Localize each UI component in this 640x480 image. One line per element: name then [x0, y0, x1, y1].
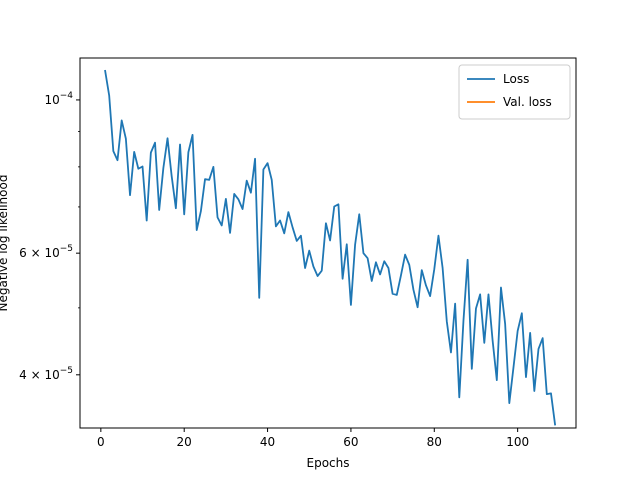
- x-tick-label: 80: [427, 435, 442, 449]
- y-axis-label: Negative log likelihood: [0, 175, 10, 312]
- x-tick-label: 60: [343, 435, 358, 449]
- x-tick-label: 0: [97, 435, 105, 449]
- y-tick-label: 6 × 10−5: [19, 244, 73, 260]
- x-axis-label: Epochs: [307, 456, 350, 470]
- x-tick-label: 20: [177, 435, 192, 449]
- legend-entry: Val. loss: [503, 95, 552, 109]
- y-tick-label: 10−4: [44, 91, 73, 107]
- legend: Loss Val. loss: [458, 64, 571, 120]
- x-tick-label: 40: [260, 435, 275, 449]
- x-tick-label: 100: [506, 435, 529, 449]
- plot-area: [104, 69, 557, 426]
- series-line-loss: [104, 69, 557, 426]
- y-axis-ticks: 4 × 10−5 6 × 10−5 10−4: [19, 91, 80, 382]
- y-tick-label: 4 × 10−5: [19, 366, 73, 382]
- legend-entry: Loss: [503, 72, 529, 86]
- axes-frame: [79, 57, 577, 429]
- x-axis-ticks: 0 20 40 60 80 100: [97, 428, 529, 449]
